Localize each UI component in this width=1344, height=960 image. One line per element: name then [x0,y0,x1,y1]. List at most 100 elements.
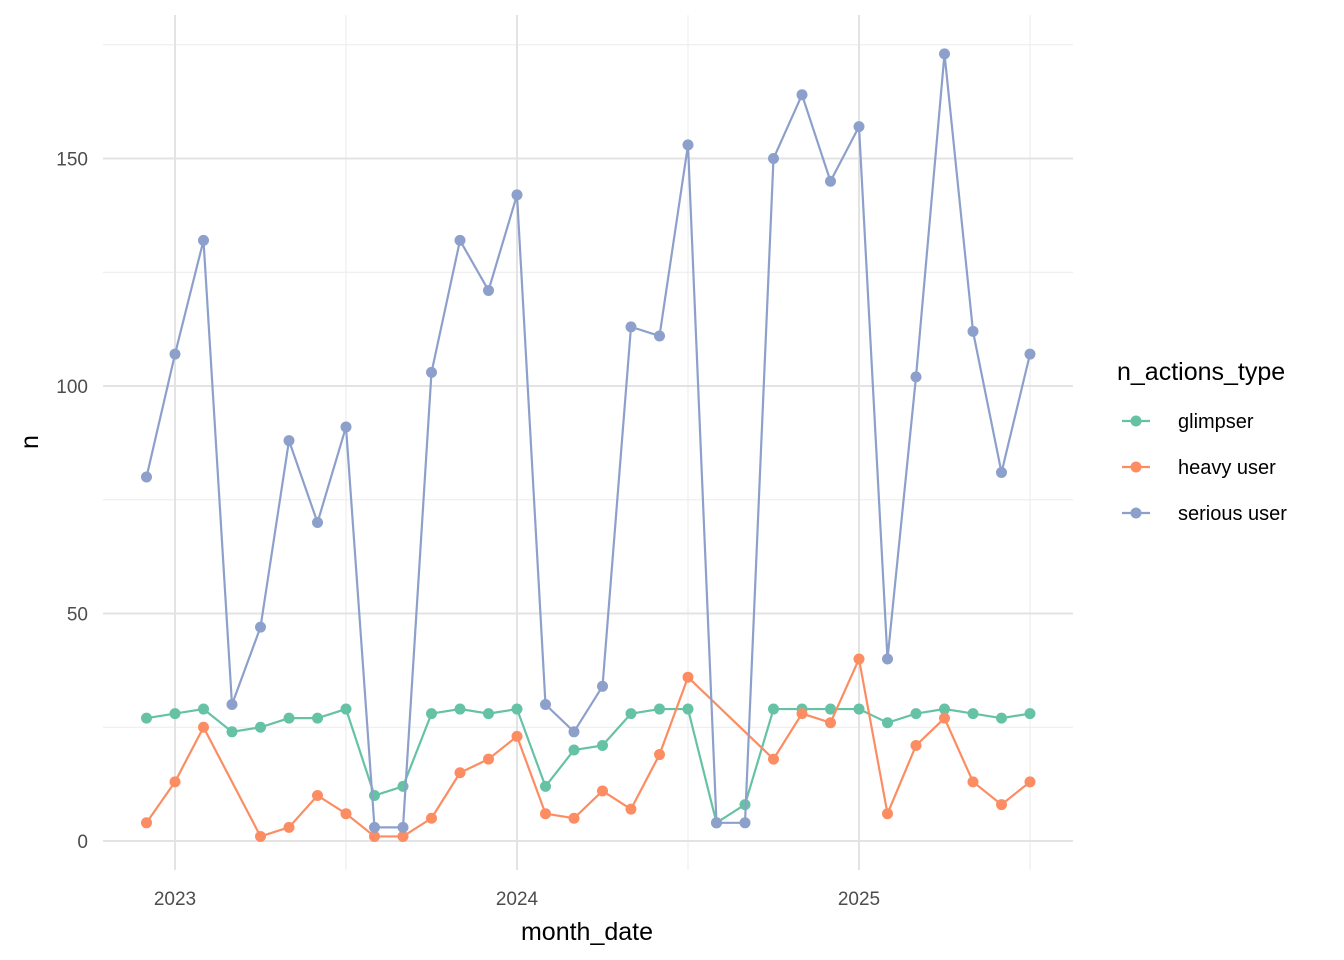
data-point [540,780,551,792]
legend-title: n_actions_type [1117,358,1285,386]
legend-label: glimpser [1178,411,1254,433]
data-point [397,830,409,842]
data-point [853,121,865,133]
y-axis-title: n [16,435,44,449]
data-point [939,703,950,715]
data-point [1024,348,1036,360]
data-point [255,721,266,733]
data-point [739,817,751,829]
data-point [397,821,409,833]
series-serious-user [141,48,1036,833]
data-point [283,712,295,724]
data-point [910,708,922,720]
y-tick-label: 100 [56,377,88,398]
data-point [340,808,352,820]
data-point [454,703,466,715]
data-point [625,708,637,720]
data-point [768,703,779,715]
data-point [369,821,380,833]
data-point [426,366,437,378]
data-point [540,699,551,710]
data-point [312,712,323,724]
data-point [255,621,266,633]
data-point [369,790,380,801]
data-point [910,739,922,751]
data-point [226,699,238,710]
data-point [939,48,950,60]
data-point [853,653,865,665]
data-point [169,348,181,360]
data-point [312,790,323,801]
data-point [796,89,808,101]
data-point [426,708,437,720]
y-tick-label: 50 [67,605,88,626]
data-point [597,785,608,797]
data-point [996,799,1007,811]
data-point [967,776,979,788]
data-point [625,803,637,815]
data-point [198,234,209,246]
legend-label: serious user [1178,503,1287,525]
data-point [597,680,608,692]
data-point [825,717,836,729]
data-point [597,739,608,751]
data-point [654,703,665,715]
legend-label: heavy user [1178,457,1276,479]
data-point [483,708,494,720]
data-point [882,808,893,820]
x-tick-label: 2025 [838,889,880,910]
data-point [540,808,551,820]
data-point [454,234,466,246]
data-point [625,321,637,333]
data-point [568,812,580,824]
series-glimpser [141,703,1036,829]
data-point [483,753,494,765]
data-point [654,330,665,342]
data-point [312,517,323,528]
y-tick-label: 150 [56,150,88,171]
data-point [682,139,694,151]
data-point [568,726,580,738]
data-point [369,830,380,842]
data-point [169,776,181,788]
data-point [711,817,722,829]
data-point [882,653,893,665]
data-point [996,466,1007,478]
data-point [198,703,209,715]
data-point [768,153,779,164]
data-point [340,703,352,715]
data-point [169,708,181,720]
data-point [511,189,523,201]
legend-key-point [1130,461,1142,473]
data-point [853,703,865,715]
data-point [454,767,466,779]
data-point [283,435,295,447]
data-point [511,730,523,742]
data-point [483,284,494,296]
data-point [967,708,979,720]
data-point [654,749,665,761]
data-point [825,703,836,715]
x-tick-label: 2023 [154,889,196,910]
series-heavy-user [141,653,1036,842]
data-point [882,717,893,729]
data-point [141,712,152,724]
x-tick-label: 2024 [496,889,539,910]
data-point [1024,776,1036,788]
x-axis-title: month_date [521,918,653,946]
data-point [682,671,694,683]
legend-key-point [1130,507,1142,519]
data-point [198,721,209,733]
data-point [682,703,694,715]
data-point [568,744,580,756]
y-tick-label: 0 [77,832,88,853]
data-point [511,703,523,715]
data-point [825,175,836,187]
series-line [145,53,1032,829]
data-point [1024,708,1036,720]
data-point [226,726,238,738]
data-point [255,830,266,842]
legend-key-point [1130,415,1142,427]
